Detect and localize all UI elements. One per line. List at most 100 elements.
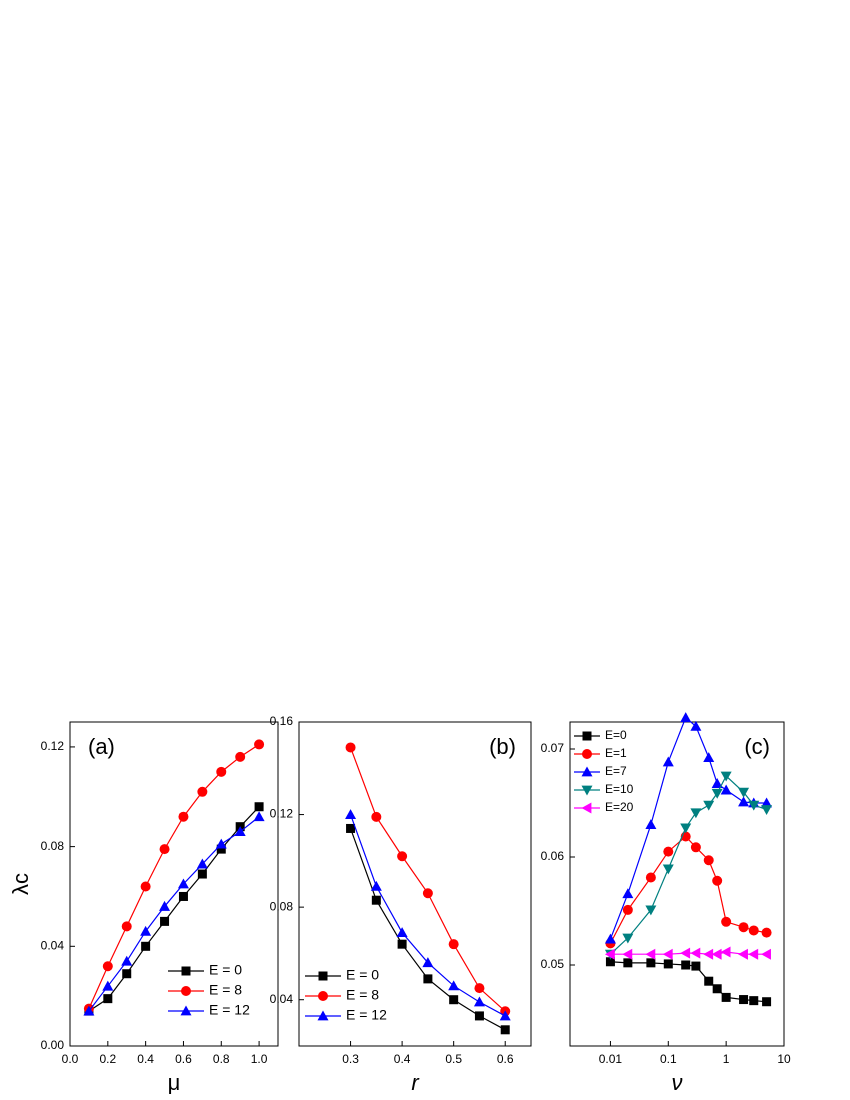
series-line <box>88 816 260 1012</box>
y-tick-label: 0.06 <box>541 849 565 863</box>
marker <box>721 916 732 927</box>
legend-marker <box>581 785 593 796</box>
marker <box>622 904 633 915</box>
legend-marker <box>317 1010 329 1021</box>
marker <box>703 752 715 763</box>
panel-label: (b) <box>489 734 516 759</box>
y-tick-label: 0.08 <box>270 899 294 913</box>
marker <box>703 948 714 960</box>
marker <box>235 751 246 762</box>
x-tick-label: 0.5 <box>445 1052 462 1066</box>
legend-label: E=7 <box>605 764 627 778</box>
marker <box>83 1005 95 1016</box>
marker <box>703 800 715 811</box>
legend-marker <box>582 731 592 741</box>
legend-marker <box>318 991 328 1001</box>
marker <box>197 869 207 879</box>
marker <box>738 922 749 933</box>
marker <box>711 778 723 788</box>
legend-marker <box>581 766 593 777</box>
y-tick-label: 0.12 <box>41 739 65 753</box>
y-tick-label: 0.00 <box>41 1038 65 1052</box>
marker <box>680 947 691 959</box>
marker <box>749 996 759 1006</box>
legend-label: E = 12 <box>209 1002 250 1018</box>
x-tick-label: 0.1 <box>660 1052 677 1066</box>
marker <box>761 948 771 960</box>
series-line <box>88 806 260 1012</box>
marker <box>645 872 656 883</box>
marker <box>474 1011 484 1021</box>
marker <box>691 961 701 971</box>
marker <box>178 811 189 822</box>
x-tick-label: 0.4 <box>394 1052 411 1066</box>
marker <box>102 961 113 972</box>
x-tick-label: 0.8 <box>213 1052 230 1066</box>
marker <box>160 916 170 926</box>
marker <box>216 844 226 854</box>
marker <box>473 996 485 1007</box>
marker <box>681 960 691 970</box>
marker <box>371 811 382 822</box>
marker <box>720 771 732 782</box>
marker <box>448 980 460 991</box>
x-tick-label: 0.6 <box>175 1052 192 1066</box>
marker <box>422 957 434 968</box>
marker <box>645 905 657 916</box>
x-axis-label: μ <box>168 1070 181 1095</box>
marker <box>604 948 615 960</box>
legend-marker <box>181 986 191 996</box>
marker <box>254 802 264 812</box>
marker <box>197 786 208 797</box>
legend-marker <box>318 971 328 981</box>
legend-label: E = 8 <box>346 987 379 1003</box>
marker <box>371 895 381 905</box>
x-tick-label: 1.0 <box>251 1052 268 1066</box>
marker <box>680 823 692 834</box>
y-tick-label: 0.16 <box>270 714 294 728</box>
marker <box>738 796 750 807</box>
marker <box>748 925 759 936</box>
legend-label: E=0 <box>605 728 627 742</box>
marker <box>159 844 170 855</box>
marker <box>121 921 132 932</box>
plot-frame <box>569 721 785 1047</box>
y-tick-label: 0.07 <box>541 741 565 755</box>
marker <box>177 878 189 889</box>
x-tick-label: 0.0 <box>62 1052 79 1066</box>
marker <box>178 891 188 901</box>
panel-label: (a) <box>88 734 115 759</box>
marker <box>662 756 674 767</box>
marker <box>234 826 246 837</box>
marker <box>396 927 408 937</box>
marker <box>721 992 731 1002</box>
marker <box>215 838 227 849</box>
marker <box>711 948 722 960</box>
x-tick-label: 10 <box>777 1052 791 1066</box>
marker <box>345 809 357 819</box>
marker <box>704 976 714 986</box>
marker <box>159 900 171 911</box>
x-tick-label: 1 <box>723 1052 730 1066</box>
marker <box>703 855 714 866</box>
marker <box>140 881 151 892</box>
y-tick-label: 0.04 <box>270 992 294 1006</box>
marker <box>720 784 732 795</box>
marker <box>622 888 634 899</box>
marker <box>739 995 749 1005</box>
panel-label: (c) <box>744 734 770 759</box>
marker <box>738 948 748 960</box>
x-axis-label: r <box>411 1070 420 1095</box>
marker <box>122 969 132 979</box>
legend-marker <box>582 749 592 759</box>
x-tick-label: 0.2 <box>99 1052 116 1066</box>
marker <box>346 823 356 833</box>
marker <box>680 712 692 723</box>
marker <box>254 739 265 750</box>
marker <box>622 948 633 960</box>
legend-marker <box>180 1005 192 1016</box>
marker <box>662 864 674 875</box>
marker <box>762 997 772 1007</box>
legend-label: E = 12 <box>346 1007 387 1023</box>
